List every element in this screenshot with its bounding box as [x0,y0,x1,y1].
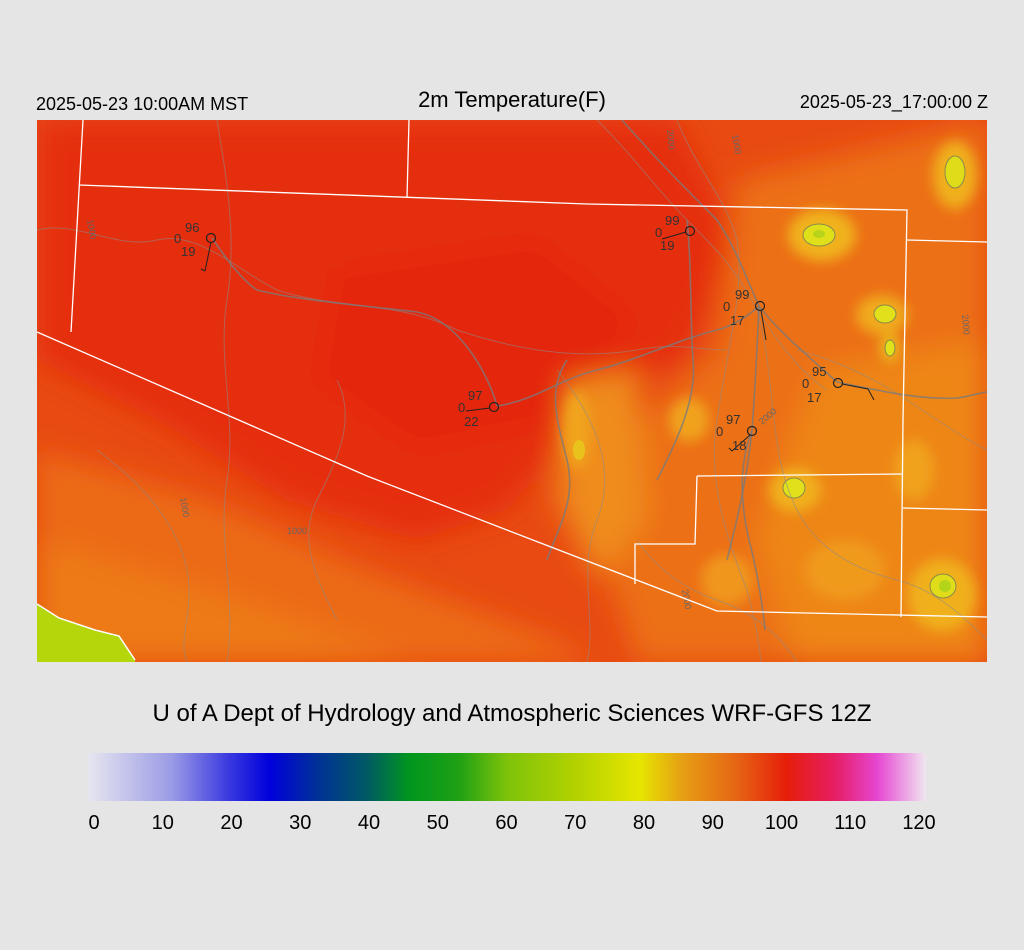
station-marker-icon [746,425,758,437]
station-marker-icon [488,401,500,413]
colorbar-tick-label: 120 [902,812,936,834]
colorbar-tick-label: 60 [495,812,518,834]
contour-label: 1000 [85,219,98,240]
station-plot: 99 0 19 [655,213,696,253]
utc-time-label: 2025-05-23_17:00:00 Z [799,92,988,112]
map-svg: 1000 2000 1000 2000 1000 2000 2000 1000 [37,120,987,662]
station-plot: 97 0 18 [716,412,758,453]
station-temperature: 95 [812,364,826,379]
local-time-label: 2025-05-23 10:00AM MST [36,94,249,114]
colorbar-tick-labels: 0 10 20 30 40 50 60 70 80 90 100 110 120 [0,812,1024,842]
wind-barb-icon [200,241,212,272]
station-wind: 0 [723,299,730,314]
colorbar-tick-label: 50 [426,812,449,834]
map-header: 2025-05-23 10:00AM MST 2m Temperature(F)… [0,0,1024,120]
colorbar-tick-label: 110 [834,812,867,834]
colorbar-tick-label: 100 [764,812,799,834]
colorbar-tick-label: 90 [701,812,724,834]
station-plot: 95 0 17 [802,364,875,405]
station-marker-icon [832,377,844,389]
contour-label: 1000 [730,134,743,155]
wind-barb-icon [728,434,751,452]
station-dewpoint: 19 [660,238,674,253]
station-marker-icon [754,300,766,312]
station-wind: 0 [458,400,465,415]
station-wind: 0 [716,424,723,439]
colorbar-tick-label: 0 [88,812,100,834]
station-wind: 0 [802,376,809,391]
station-temperature: 97 [726,412,740,427]
map-title: 2m Temperature(F) [418,87,606,112]
station-marker-icon [684,225,696,237]
station-wind: 0 [655,225,662,240]
temperature-map: 1000 2000 1000 2000 1000 2000 2000 1000 [37,120,987,662]
contour-label: 1000 [178,497,191,518]
contour-label: 1000 [287,526,307,536]
state-border-west [70,120,84,333]
temperature-colorbar [88,753,926,801]
station-dewpoint: 22 [464,414,478,429]
wind-barb-icon [760,309,767,341]
roads [211,120,987,631]
international-border [37,331,987,618]
contour-label: 2000 [960,314,972,335]
station-temperature: 99 [735,287,749,302]
contour-label: 2000 [665,129,677,150]
wind-barb-icon [841,383,875,401]
station-plots: 96 0 19 99 0 19 99 0 17 95 [174,213,875,453]
station-dewpoint: 19 [181,244,195,259]
coastline [37,603,136,661]
southwest-corner-region [37,604,135,662]
station-wind: 0 [174,231,181,246]
colorbar-tick-label: 40 [357,812,381,834]
colorbar-tick-label: 80 [632,812,656,834]
model-credit: U of A Dept of Hydrology and Atmospheric… [152,700,872,727]
wind-barb-icon [465,407,491,412]
wind-barb-icon [661,231,687,240]
colorbar-tick-label: 70 [564,812,587,834]
colorbar-tick-label: 10 [151,812,174,834]
county-border [78,184,908,618]
station-dewpoint: 18 [732,438,746,453]
station-temperature: 96 [185,220,199,235]
station-plot: 97 0 22 [458,388,500,429]
station-plot: 99 0 17 [723,287,767,341]
station-dewpoint: 17 [730,313,744,328]
borders [37,120,987,618]
station-dewpoint: 17 [807,390,821,405]
station-temperature: 97 [468,388,482,403]
colorbar-tick-label: 30 [289,812,312,834]
colorbar-gradient [88,753,926,801]
colorbar-tick-label: 20 [220,812,243,834]
highland-peaks [573,155,966,599]
station-temperature: 99 [665,213,679,228]
station-plot: 96 0 19 [174,220,217,272]
